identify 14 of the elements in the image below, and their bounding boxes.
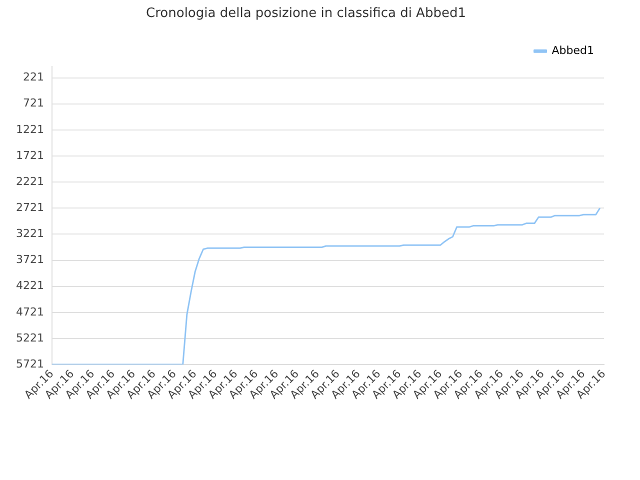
y-tick-label: 5221 xyxy=(16,331,44,344)
y-tick-label: 2221 xyxy=(16,174,44,188)
y-tick-label: 2721 xyxy=(16,200,44,214)
y-tick-label: 1221 xyxy=(16,122,44,136)
y-tick-label: 5721 xyxy=(16,357,44,370)
y-tick-label: 3721 xyxy=(16,253,44,266)
chart-title: Cronologia della posizione in classifica di Abbed1 xyxy=(146,6,466,22)
y-tick-label: 3221 xyxy=(16,227,44,240)
y-tick-label: 721 xyxy=(22,96,44,110)
y-tick-label: 221 xyxy=(22,70,44,84)
y-tick-label: 1721 xyxy=(16,148,44,162)
y-tick-label: 4721 xyxy=(16,305,44,318)
y-tick-label: 4221 xyxy=(16,279,44,292)
legend-label: Abbed1 xyxy=(552,44,594,57)
